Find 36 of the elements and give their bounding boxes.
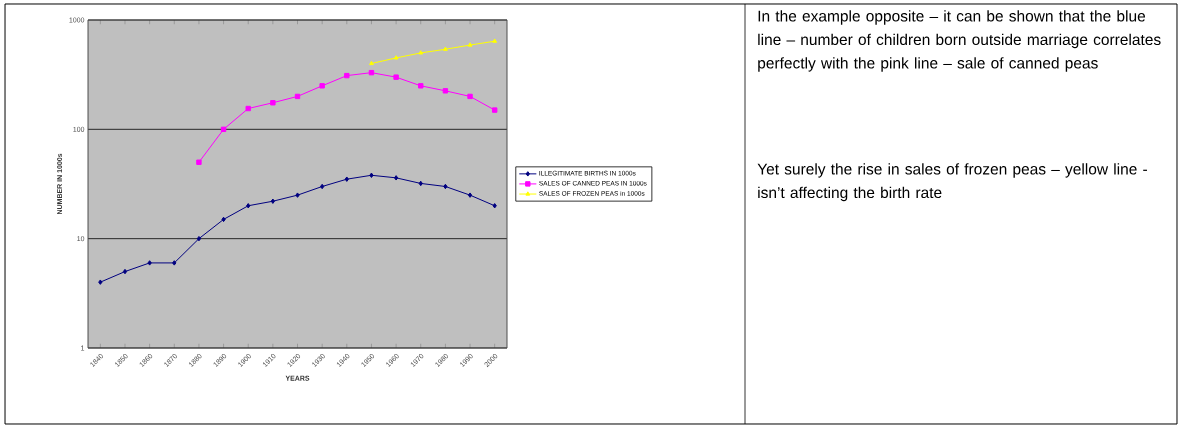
point bbox=[442, 46, 448, 51]
point bbox=[221, 216, 226, 223]
point bbox=[245, 105, 251, 112]
point bbox=[98, 279, 103, 285]
point bbox=[442, 88, 449, 94]
point bbox=[270, 198, 276, 204]
point bbox=[418, 50, 424, 55]
point bbox=[369, 60, 374, 66]
point bbox=[467, 192, 473, 198]
point bbox=[491, 107, 498, 113]
point bbox=[418, 83, 424, 89]
point bbox=[467, 93, 473, 100]
point bbox=[319, 83, 325, 89]
point bbox=[270, 100, 276, 106]
point bbox=[369, 172, 374, 178]
point bbox=[344, 176, 349, 182]
point bbox=[246, 203, 251, 209]
point bbox=[393, 175, 399, 181]
point bbox=[320, 183, 325, 190]
point bbox=[467, 42, 473, 47]
point bbox=[418, 180, 423, 187]
point bbox=[393, 74, 399, 80]
point bbox=[172, 260, 177, 266]
point bbox=[122, 268, 128, 275]
point bbox=[344, 72, 350, 79]
text: Yet surely the rise in sales of frozen peas – yellow line - isn’t affecting the birth rate bbox=[757, 163, 1147, 202]
point bbox=[220, 126, 227, 133]
point bbox=[196, 159, 202, 165]
point bbox=[492, 38, 498, 43]
point bbox=[196, 235, 202, 242]
text: In the example opposite – it can be shown that the blue line – number of children born outside marriage correlates perfectly with the pink line – sale of canned peas bbox=[758, 10, 1161, 72]
point bbox=[295, 192, 300, 198]
point bbox=[147, 260, 152, 266]
point bbox=[393, 55, 399, 60]
point bbox=[443, 183, 448, 190]
point bbox=[492, 203, 497, 209]
